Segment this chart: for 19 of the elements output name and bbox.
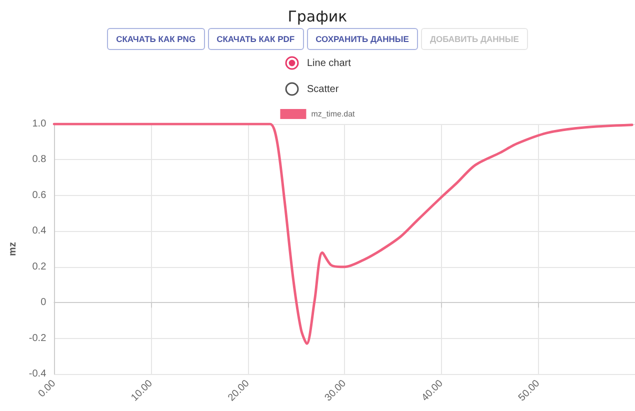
- y-tick-label: -0.2: [28, 332, 47, 344]
- button: СОХРАНИТЬ ДАННЫЕ: [306, 28, 418, 50]
- y-tick-label: 0.6: [32, 190, 47, 201]
- y-axis-title: mz: [8, 242, 18, 256]
- y-tick-label: 0: [40, 297, 47, 308]
- text: Scatter: [307, 84, 339, 94]
- button: ДОБАВИТЬ ДАННЫЕ: [420, 28, 528, 50]
- line-series: [52, 122, 634, 345]
- y-tick-label: 0.2: [32, 261, 47, 272]
- y-tick-label: 0.8: [32, 154, 47, 166]
- y-tick-label: -0.4: [28, 368, 47, 380]
- text: Line chart: [307, 58, 351, 68]
- chart-title: График: [288, 8, 348, 26]
- button: СКАЧАТЬ КАК PNG: [107, 28, 205, 50]
- y-tick-label: 0.4: [32, 226, 47, 237]
- y-tick-label: 1.0: [32, 118, 47, 130]
- legend-label: mz_time.dat: [311, 110, 356, 118]
- button: СКАЧАТЬ КАК PDF: [208, 28, 304, 50]
- x-tick-label: 0.00: [36, 378, 58, 400]
